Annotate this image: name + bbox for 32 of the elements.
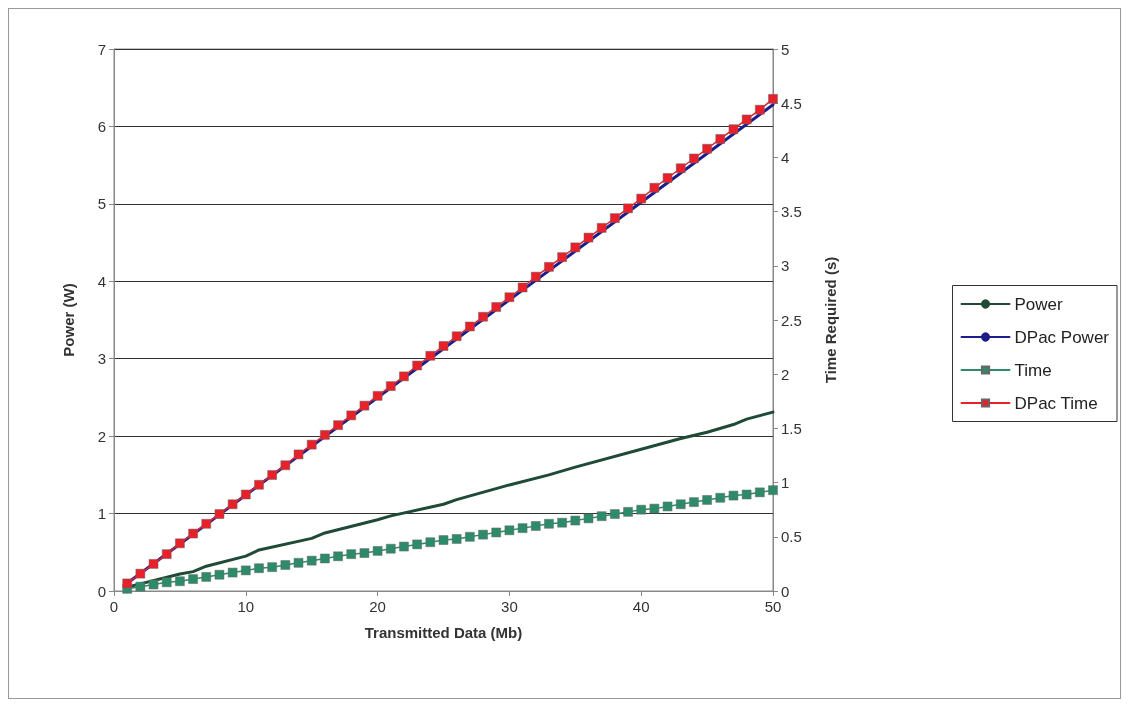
y2-tick-label: 4.5 (781, 94, 802, 112)
y2-tick-label: 1 (781, 474, 790, 492)
y2-tick-label: 1.5 (781, 419, 802, 437)
legend-label: Power (1014, 294, 1064, 314)
y2-tick-label: 4 (781, 148, 790, 166)
y2-tick-label: 2.5 (781, 311, 802, 329)
y2-tick-label: 2 (781, 365, 790, 383)
y2-tick-label: 0 (781, 582, 790, 600)
x-tick-label: 40 (632, 598, 650, 615)
y2-axis-title: Time Required (s) (822, 256, 839, 384)
y-tick-label: 0 (97, 582, 106, 600)
x-tick-label: 30 (501, 598, 518, 615)
x-tick-label: 50 (764, 598, 782, 615)
x-tick-label: 0 (109, 598, 119, 615)
y-tick-label: 3 (97, 350, 106, 368)
legend-label: Time (1014, 360, 1052, 380)
y2-tick-label: 3.5 (781, 203, 802, 221)
legend-label: DPac Time (1014, 393, 1098, 413)
x-axis-title: Transmitted Data (Mb) (364, 624, 523, 641)
y-tick-label: 4 (97, 272, 106, 290)
legend-label: DPac Power (1014, 327, 1110, 347)
y-tick-label: 2 (97, 427, 106, 445)
y-tick-label: 6 (97, 117, 106, 135)
y-tick-label: 5 (97, 195, 106, 213)
y-tick-label: 7 (97, 40, 106, 58)
y2-tick-label: 3 (781, 257, 790, 275)
x-tick-label: 20 (369, 598, 386, 615)
x-tick-label: 10 (237, 598, 255, 615)
y2-tick-label: 5 (781, 40, 790, 58)
y-tick-label: 1 (97, 505, 106, 523)
y2-tick-label: 0.5 (781, 528, 802, 546)
y-axis-title: Power (W) (60, 283, 77, 357)
